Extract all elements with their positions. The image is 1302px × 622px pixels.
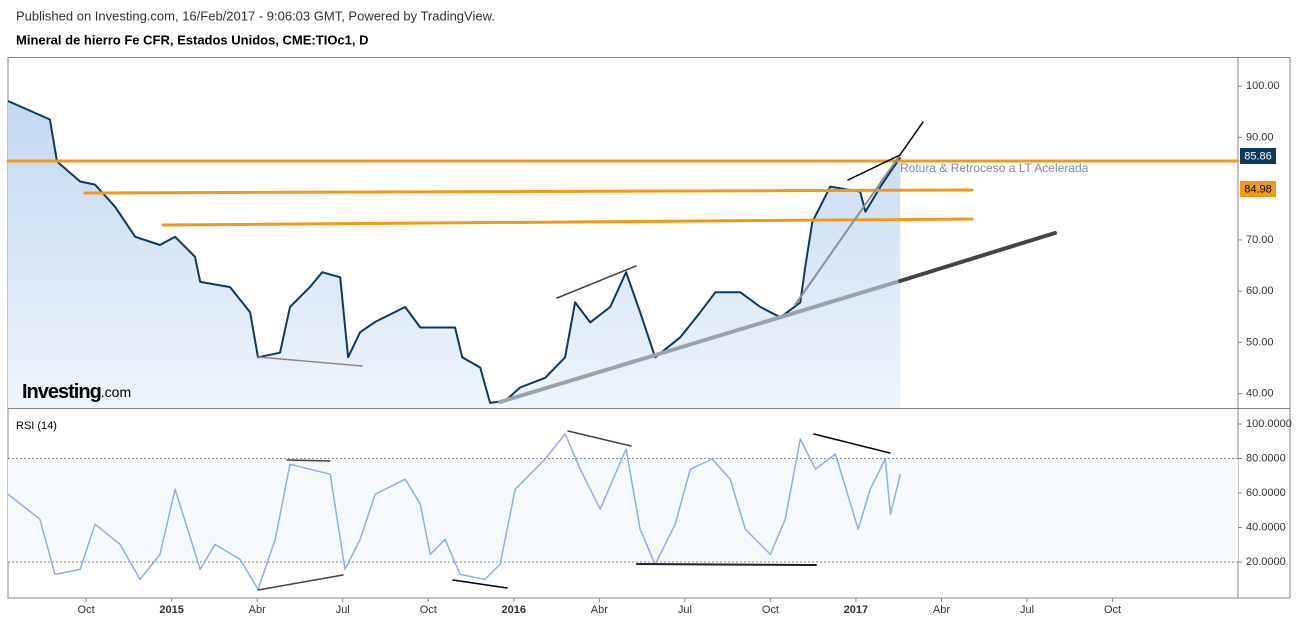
trend-line	[567, 430, 632, 447]
rsi-title: RSI (14)	[16, 420, 57, 432]
y-tick-label: 20.0000	[1246, 556, 1286, 568]
y-tick-label: 70.00	[1246, 234, 1274, 246]
trend-line	[257, 356, 363, 367]
level-line	[83, 188, 974, 195]
y-tick-label: 100.0000	[1246, 418, 1292, 430]
y-tick-label: 90.00	[1246, 131, 1274, 143]
price-label: 84.98	[1244, 183, 1272, 195]
x-tick-label: Abr	[933, 604, 950, 616]
trend-line	[813, 433, 891, 454]
price-label-box	[1240, 148, 1276, 164]
y-tick-label: 40.00	[1246, 388, 1274, 400]
x-tick-label: Abr	[591, 604, 608, 616]
drawings	[6, 121, 1240, 591]
rsi-panel: 20.0000 40.0000 60.0000 80.0000 100.0000 Oct 2…	[7, 418, 1292, 616]
y-tick-label: 60.00	[1246, 285, 1274, 297]
trend-line	[899, 121, 924, 156]
x-tick-label: Oct	[420, 604, 437, 616]
level-line	[161, 217, 974, 227]
area	[8, 101, 901, 408]
instrument: Mineral de hierro Fe CFR, Estados Unidos…	[16, 32, 369, 47]
x-tick-label: Jul	[336, 604, 350, 616]
trend-line	[847, 154, 901, 181]
y-tick-label: 40.0000	[1246, 521, 1286, 533]
price-label-box	[1240, 181, 1276, 197]
y-tick-label: 80.0000	[1246, 452, 1286, 464]
y-tick-label: 50.00	[1246, 336, 1274, 348]
y-tick-label: 60.0000	[1246, 487, 1286, 499]
trend-line	[794, 154, 901, 306]
trend-line	[556, 265, 637, 299]
x-tick-label: Abr	[249, 604, 266, 616]
rsi-band	[8, 458, 1238, 562]
line	[7, 100, 902, 404]
x-tick-label: Oct	[1104, 604, 1121, 616]
line	[7, 433, 902, 591]
trend-line	[257, 574, 344, 591]
trend-line	[498, 279, 902, 404]
annotation: Rotura & Retroceso a LT Acelerada	[900, 161, 1089, 175]
price-label: 85.86	[1244, 150, 1272, 162]
price-panel: 40.00 50.00 60.00 70.00 90.00 100.00	[7, 80, 1280, 408]
x-tick-label: 2016	[502, 604, 526, 616]
x-tick-label: 2017	[844, 604, 868, 616]
x-tick-label: Oct	[78, 604, 95, 616]
trend-line	[636, 563, 817, 566]
x-tick-label: Jul	[1020, 604, 1034, 616]
x-tick-label: Oct	[762, 604, 779, 616]
trend-line	[898, 231, 1057, 283]
published: Published on Investing.com, 16/Feb/2017 …	[16, 8, 495, 23]
trend-line	[286, 459, 331, 462]
y-tick-label: 100.00	[1246, 80, 1280, 92]
logo: Investing.com	[22, 381, 131, 403]
x-tick-label: 2015	[159, 604, 183, 616]
trend-line	[452, 579, 508, 589]
x-tick-label: Jul	[678, 604, 692, 616]
